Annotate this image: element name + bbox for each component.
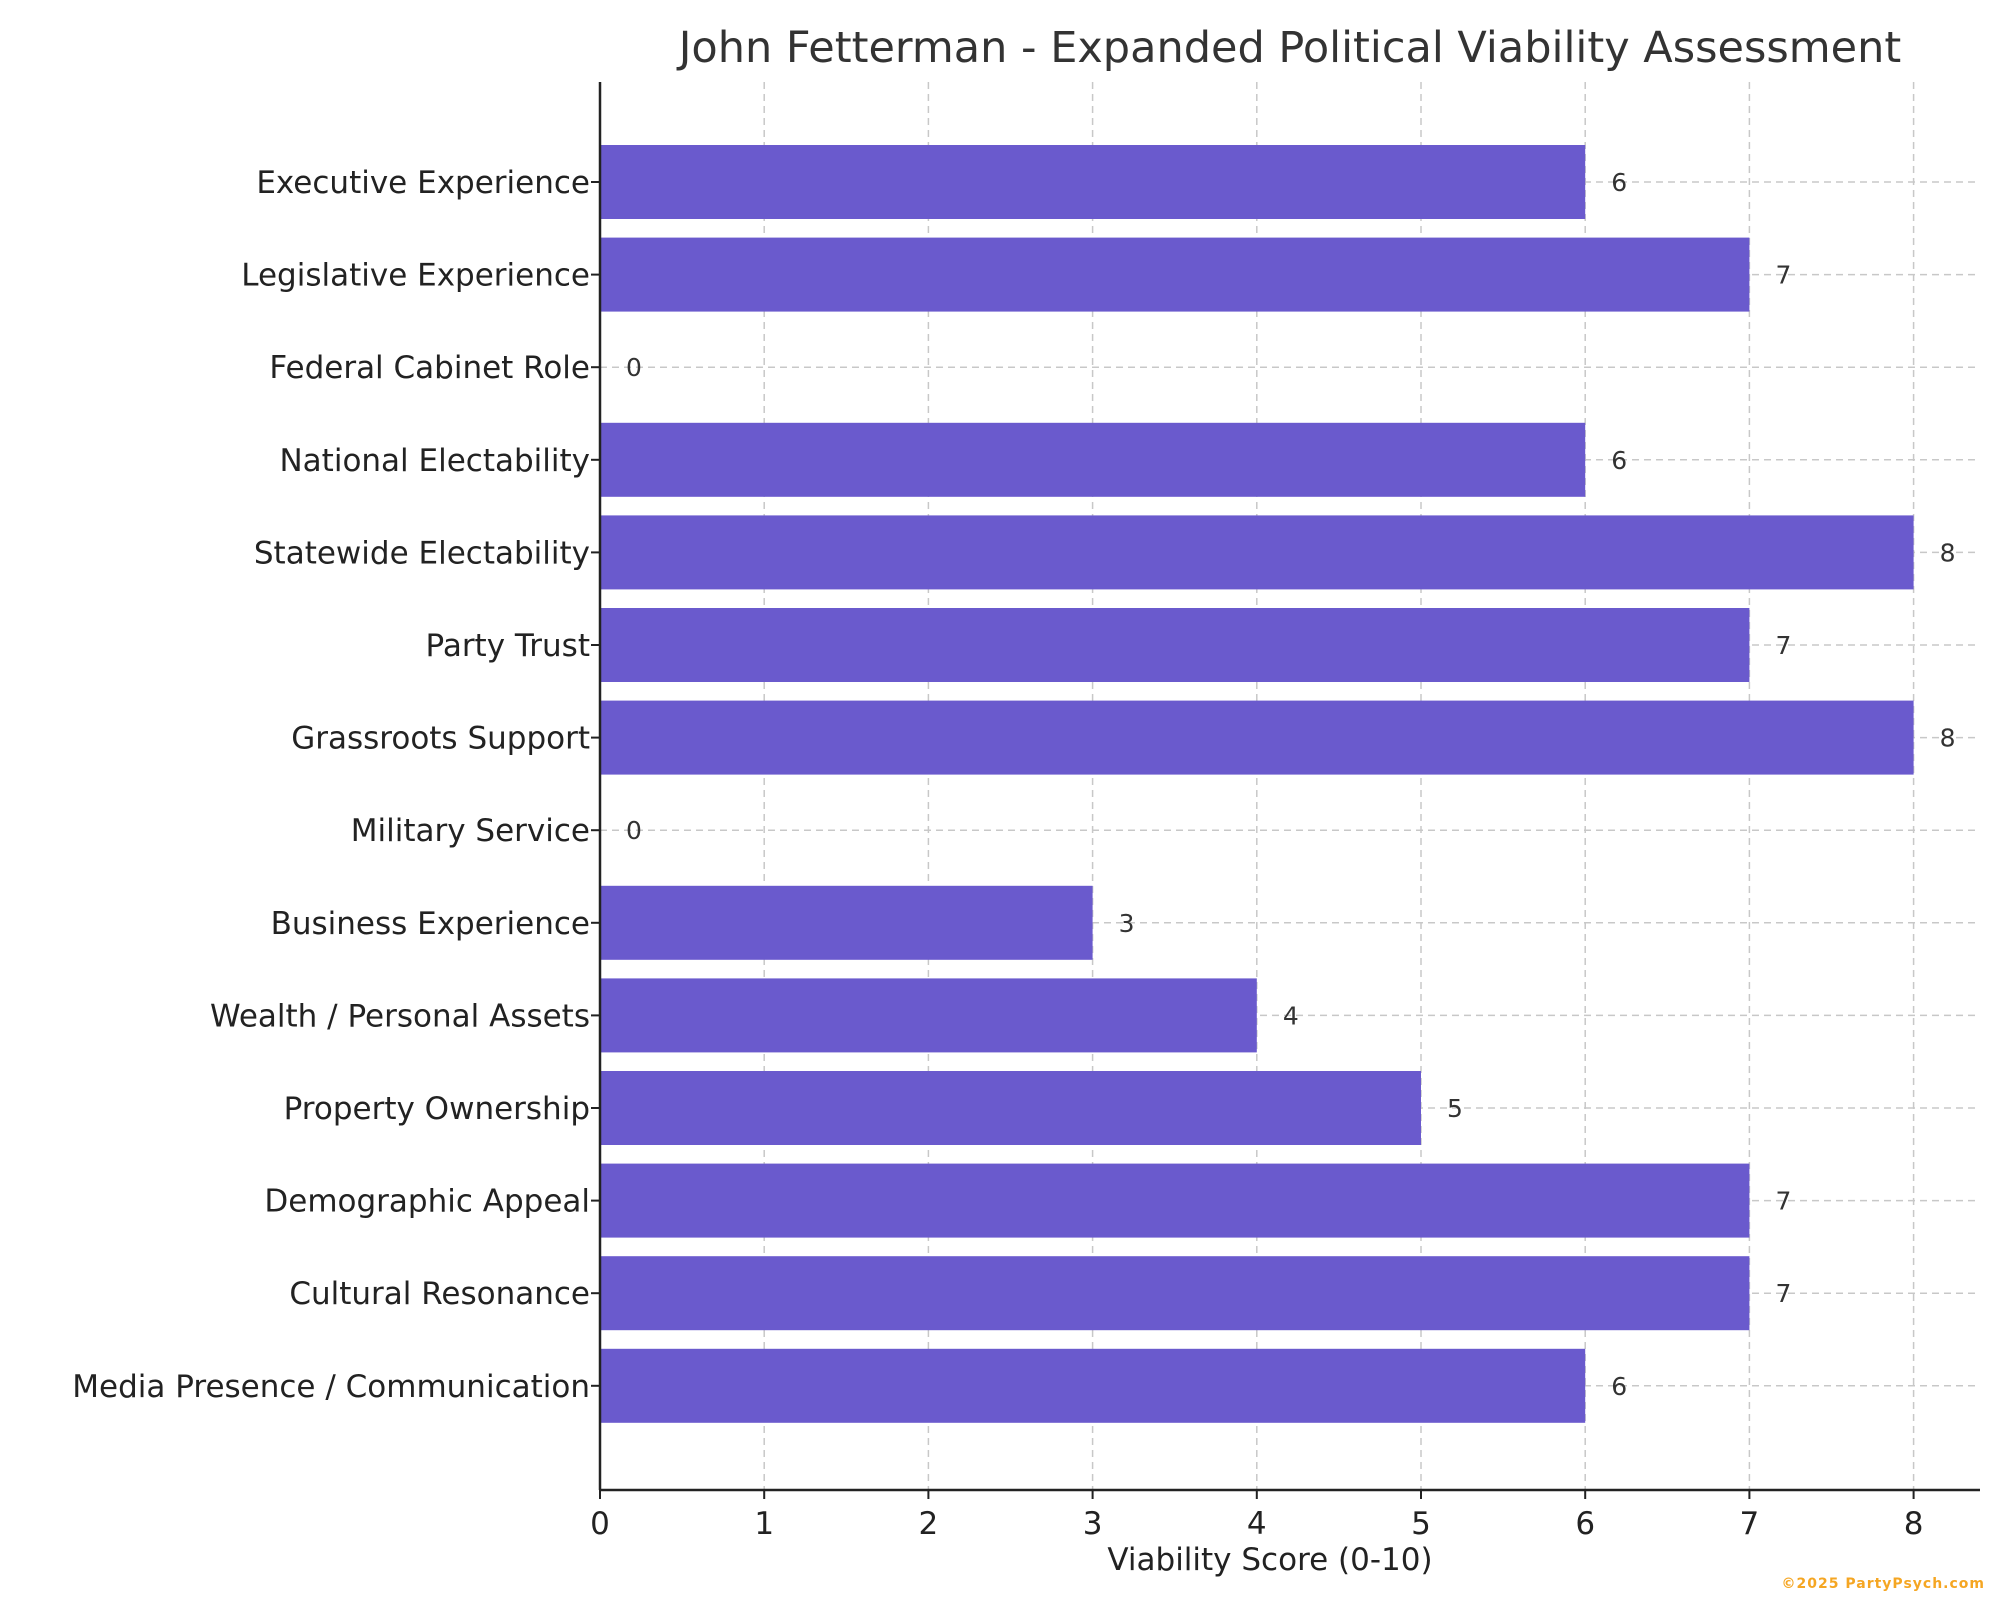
bar-value-label: 7	[1775, 1187, 1791, 1216]
bar	[600, 1071, 1421, 1145]
category-label: Demographic Appeal	[264, 1184, 590, 1220]
chart-title: John Fetterman - Expanded Political Viab…	[676, 23, 1902, 73]
bar-value-label: 3	[1119, 909, 1135, 938]
x-tick-label: 0	[590, 1506, 610, 1542]
x-tick-label: 4	[1247, 1506, 1267, 1542]
bar-value-label: 4	[1283, 1001, 1299, 1030]
x-tick-label: 2	[919, 1506, 939, 1542]
category-label: Legislative Experience	[241, 258, 590, 294]
bar-value-label: 5	[1447, 1094, 1463, 1123]
bar	[600, 515, 1914, 590]
bar	[600, 885, 1093, 960]
axes	[591, 82, 1980, 1499]
category-label: Wealth / Personal Assets	[210, 998, 590, 1034]
category-label: Executive Experience	[256, 165, 590, 201]
bar-value-label: 8	[1940, 724, 1956, 753]
category-label: Property Ownership	[284, 1091, 590, 1127]
category-label: Business Experience	[271, 906, 590, 942]
category-label: Grassroots Support	[291, 721, 590, 757]
bar-value-label: 7	[1775, 1279, 1791, 1308]
category-label: Party Trust	[426, 628, 590, 664]
x-tick-label: 7	[1740, 1506, 1760, 1542]
bar-value-label: 0	[626, 353, 642, 382]
bar-value-label: 7	[1775, 631, 1791, 660]
bar	[600, 1256, 1750, 1331]
bar-value-label: 7	[1775, 261, 1791, 290]
bar	[600, 237, 1750, 312]
copyright-text: ©2025 PartyPsych.com	[1782, 1576, 1985, 1592]
bar	[600, 700, 1914, 775]
bar	[600, 608, 1750, 682]
category-label: Federal Cabinet Role	[269, 350, 590, 386]
x-tick-label: 8	[1904, 1506, 1924, 1542]
x-tick-label: 5	[1411, 1506, 1431, 1542]
bar	[600, 145, 1586, 219]
x-tick-label: 1	[754, 1506, 774, 1542]
bar	[600, 1163, 1750, 1238]
x-axis-label: Viability Score (0-10)	[1107, 1542, 1432, 1578]
bar-value-label: 8	[1940, 538, 1956, 567]
x-tick-label: 6	[1575, 1506, 1595, 1542]
labels: 0 1 2 3 4 5 6 7 8 Executive Experience 6 Legislativ…	[72, 165, 1955, 1542]
category-label: Military Service	[351, 813, 590, 849]
bar-value-label: 6	[1611, 168, 1627, 197]
bar	[600, 1348, 1586, 1423]
category-label: Media Presence / Communication	[72, 1369, 590, 1405]
bar-value-label: 6	[1611, 446, 1627, 475]
x-tick-label: 3	[1083, 1506, 1103, 1542]
bar	[600, 422, 1586, 497]
category-label: Cultural Resonance	[289, 1276, 590, 1312]
bar	[600, 978, 1257, 1053]
bars	[600, 145, 1914, 1423]
bar-value-label: 6	[1611, 1372, 1627, 1401]
category-label: Statewide Electability	[254, 535, 590, 571]
bar-value-label: 0	[626, 816, 642, 845]
category-label: National Electability	[279, 443, 590, 479]
